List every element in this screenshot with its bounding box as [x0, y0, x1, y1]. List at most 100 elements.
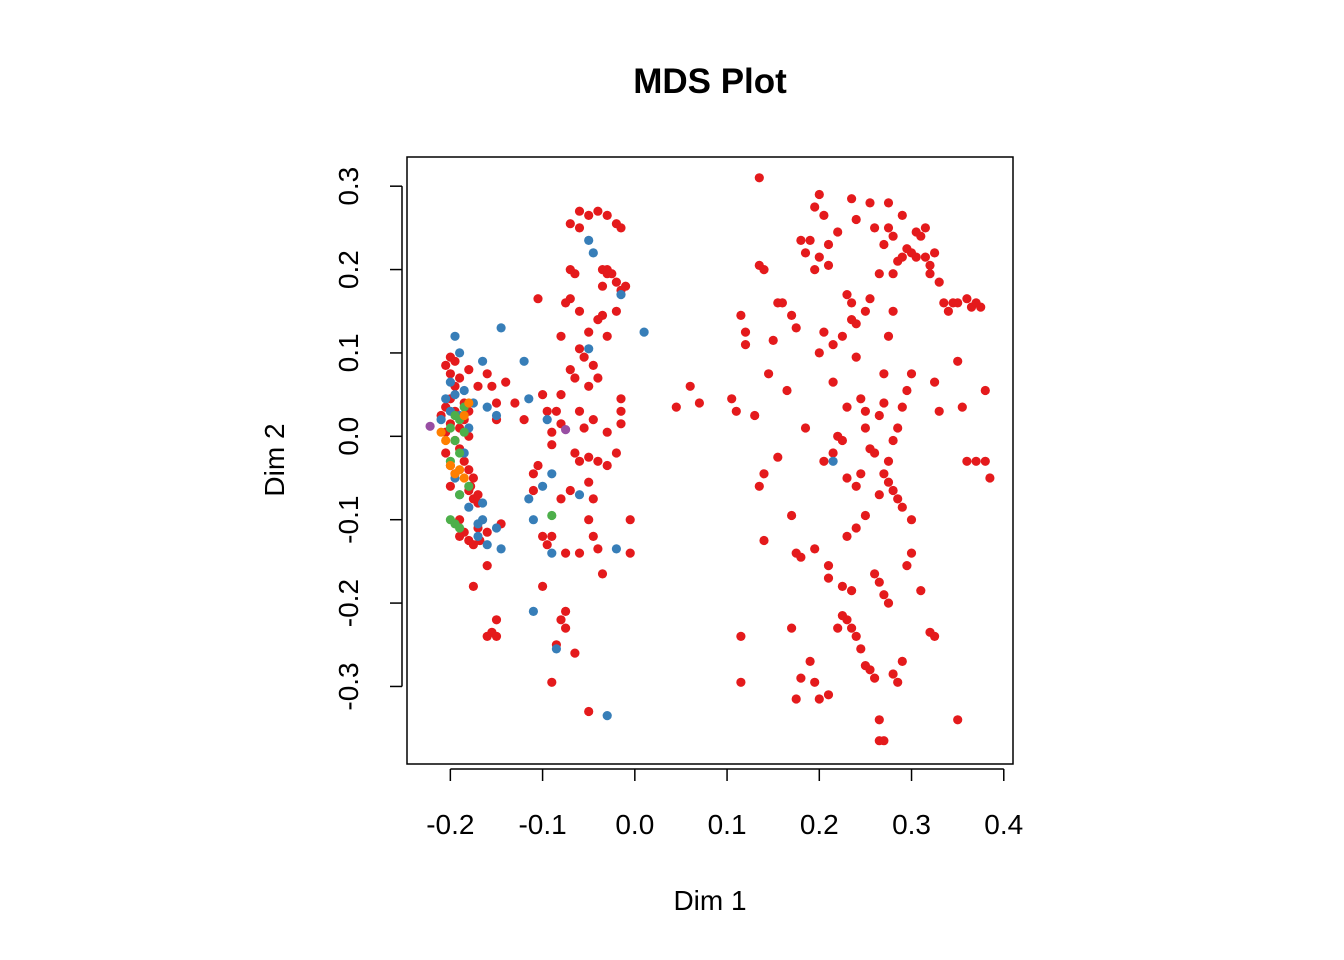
- data-point: [851, 523, 861, 533]
- data-point: [874, 577, 884, 587]
- data-point: [450, 331, 460, 341]
- data-point: [482, 561, 492, 571]
- data-point: [883, 456, 894, 466]
- data-point: [487, 381, 497, 391]
- data-point: [519, 356, 529, 366]
- data-point: [561, 425, 571, 435]
- data-point: [491, 615, 502, 625]
- data-point: [851, 631, 861, 642]
- data-point: [906, 548, 917, 558]
- chart-title: MDS Plot: [633, 62, 787, 101]
- data-point: [602, 460, 612, 471]
- data-point: [976, 302, 986, 312]
- data-point: [538, 531, 548, 542]
- data-point: [888, 231, 898, 241]
- data-point: [860, 406, 871, 416]
- data-point: [528, 606, 539, 617]
- data-point: [561, 606, 571, 617]
- data-point: [814, 252, 824, 262]
- data-point: [574, 490, 585, 500]
- data-point: [980, 385, 990, 396]
- data-point: [533, 294, 543, 304]
- data-point: [888, 306, 898, 316]
- data-point: [538, 481, 548, 491]
- data-point: [943, 306, 954, 316]
- y-tick-label: 0.2: [333, 250, 364, 289]
- data-point: [616, 394, 626, 404]
- x-axis-ticks: -0.2 -0.1 0.0 0.1 0.2 0.3 0.4: [426, 769, 1023, 840]
- data-point: [482, 402, 492, 412]
- data-point: [611, 448, 622, 458]
- data-point: [897, 502, 907, 512]
- data-point: [842, 290, 852, 300]
- data-point: [883, 331, 894, 341]
- y-axis-ticks: -0.3 -0.2 -0.1 0.0 0.1 0.2 0.3: [333, 167, 402, 711]
- data-point: [455, 448, 465, 458]
- data-point: [551, 406, 562, 416]
- data-point: [800, 248, 811, 258]
- data-point: [455, 531, 465, 542]
- data-point: [565, 219, 575, 229]
- data-point: [902, 561, 912, 571]
- data-point: [814, 348, 824, 358]
- data-point: [837, 581, 848, 592]
- data-point: [823, 561, 834, 571]
- data-point: [473, 519, 483, 529]
- data-point: [810, 544, 820, 554]
- data-point: [888, 669, 898, 679]
- data-point: [496, 323, 506, 333]
- data-point: [584, 381, 594, 391]
- data-point: [468, 581, 478, 592]
- data-point: [810, 202, 820, 212]
- data-point: [464, 465, 474, 475]
- data-point: [851, 481, 861, 491]
- data-point: [787, 510, 797, 521]
- data-point: [856, 644, 866, 654]
- data-point: [625, 548, 635, 558]
- data-point: [874, 410, 884, 421]
- data-point: [920, 223, 931, 233]
- data-point: [860, 423, 871, 433]
- data-point: [879, 469, 889, 479]
- data-point: [782, 385, 792, 396]
- y-tick-label: -0.3: [333, 662, 364, 710]
- data-point: [823, 573, 834, 583]
- data-point: [588, 248, 598, 258]
- data-point: [441, 360, 451, 370]
- data-point: [893, 677, 903, 687]
- data-point: [814, 189, 824, 200]
- data-point: [455, 465, 465, 475]
- data-point: [542, 540, 552, 550]
- data-point: [464, 481, 474, 491]
- data-point: [473, 381, 483, 391]
- data-point: [574, 406, 585, 416]
- data-point: [597, 310, 608, 320]
- x-tick-label: 0.3: [892, 809, 931, 840]
- data-point: [588, 531, 598, 542]
- data-point: [833, 227, 843, 237]
- data-point: [441, 435, 451, 446]
- data-point: [593, 206, 603, 216]
- data-point: [870, 448, 880, 458]
- data-point: [796, 673, 806, 683]
- data-point: [851, 319, 861, 329]
- data-point: [574, 456, 585, 466]
- data-point: [768, 335, 778, 345]
- data-point: [570, 448, 580, 458]
- data-point: [464, 502, 474, 512]
- data-point: [754, 481, 764, 491]
- data-point: [957, 402, 967, 412]
- data-point: [828, 448, 838, 458]
- data-point: [828, 456, 838, 466]
- data-point: [445, 423, 455, 433]
- data-point: [823, 260, 834, 270]
- data-point: [879, 369, 889, 379]
- data-point: [902, 385, 912, 396]
- data-point: [547, 548, 557, 558]
- data-point: [736, 631, 746, 642]
- data-point: [551, 644, 562, 654]
- data-point: [510, 398, 520, 408]
- data-point: [962, 456, 972, 466]
- data-point: [482, 631, 492, 642]
- data-point: [528, 515, 539, 525]
